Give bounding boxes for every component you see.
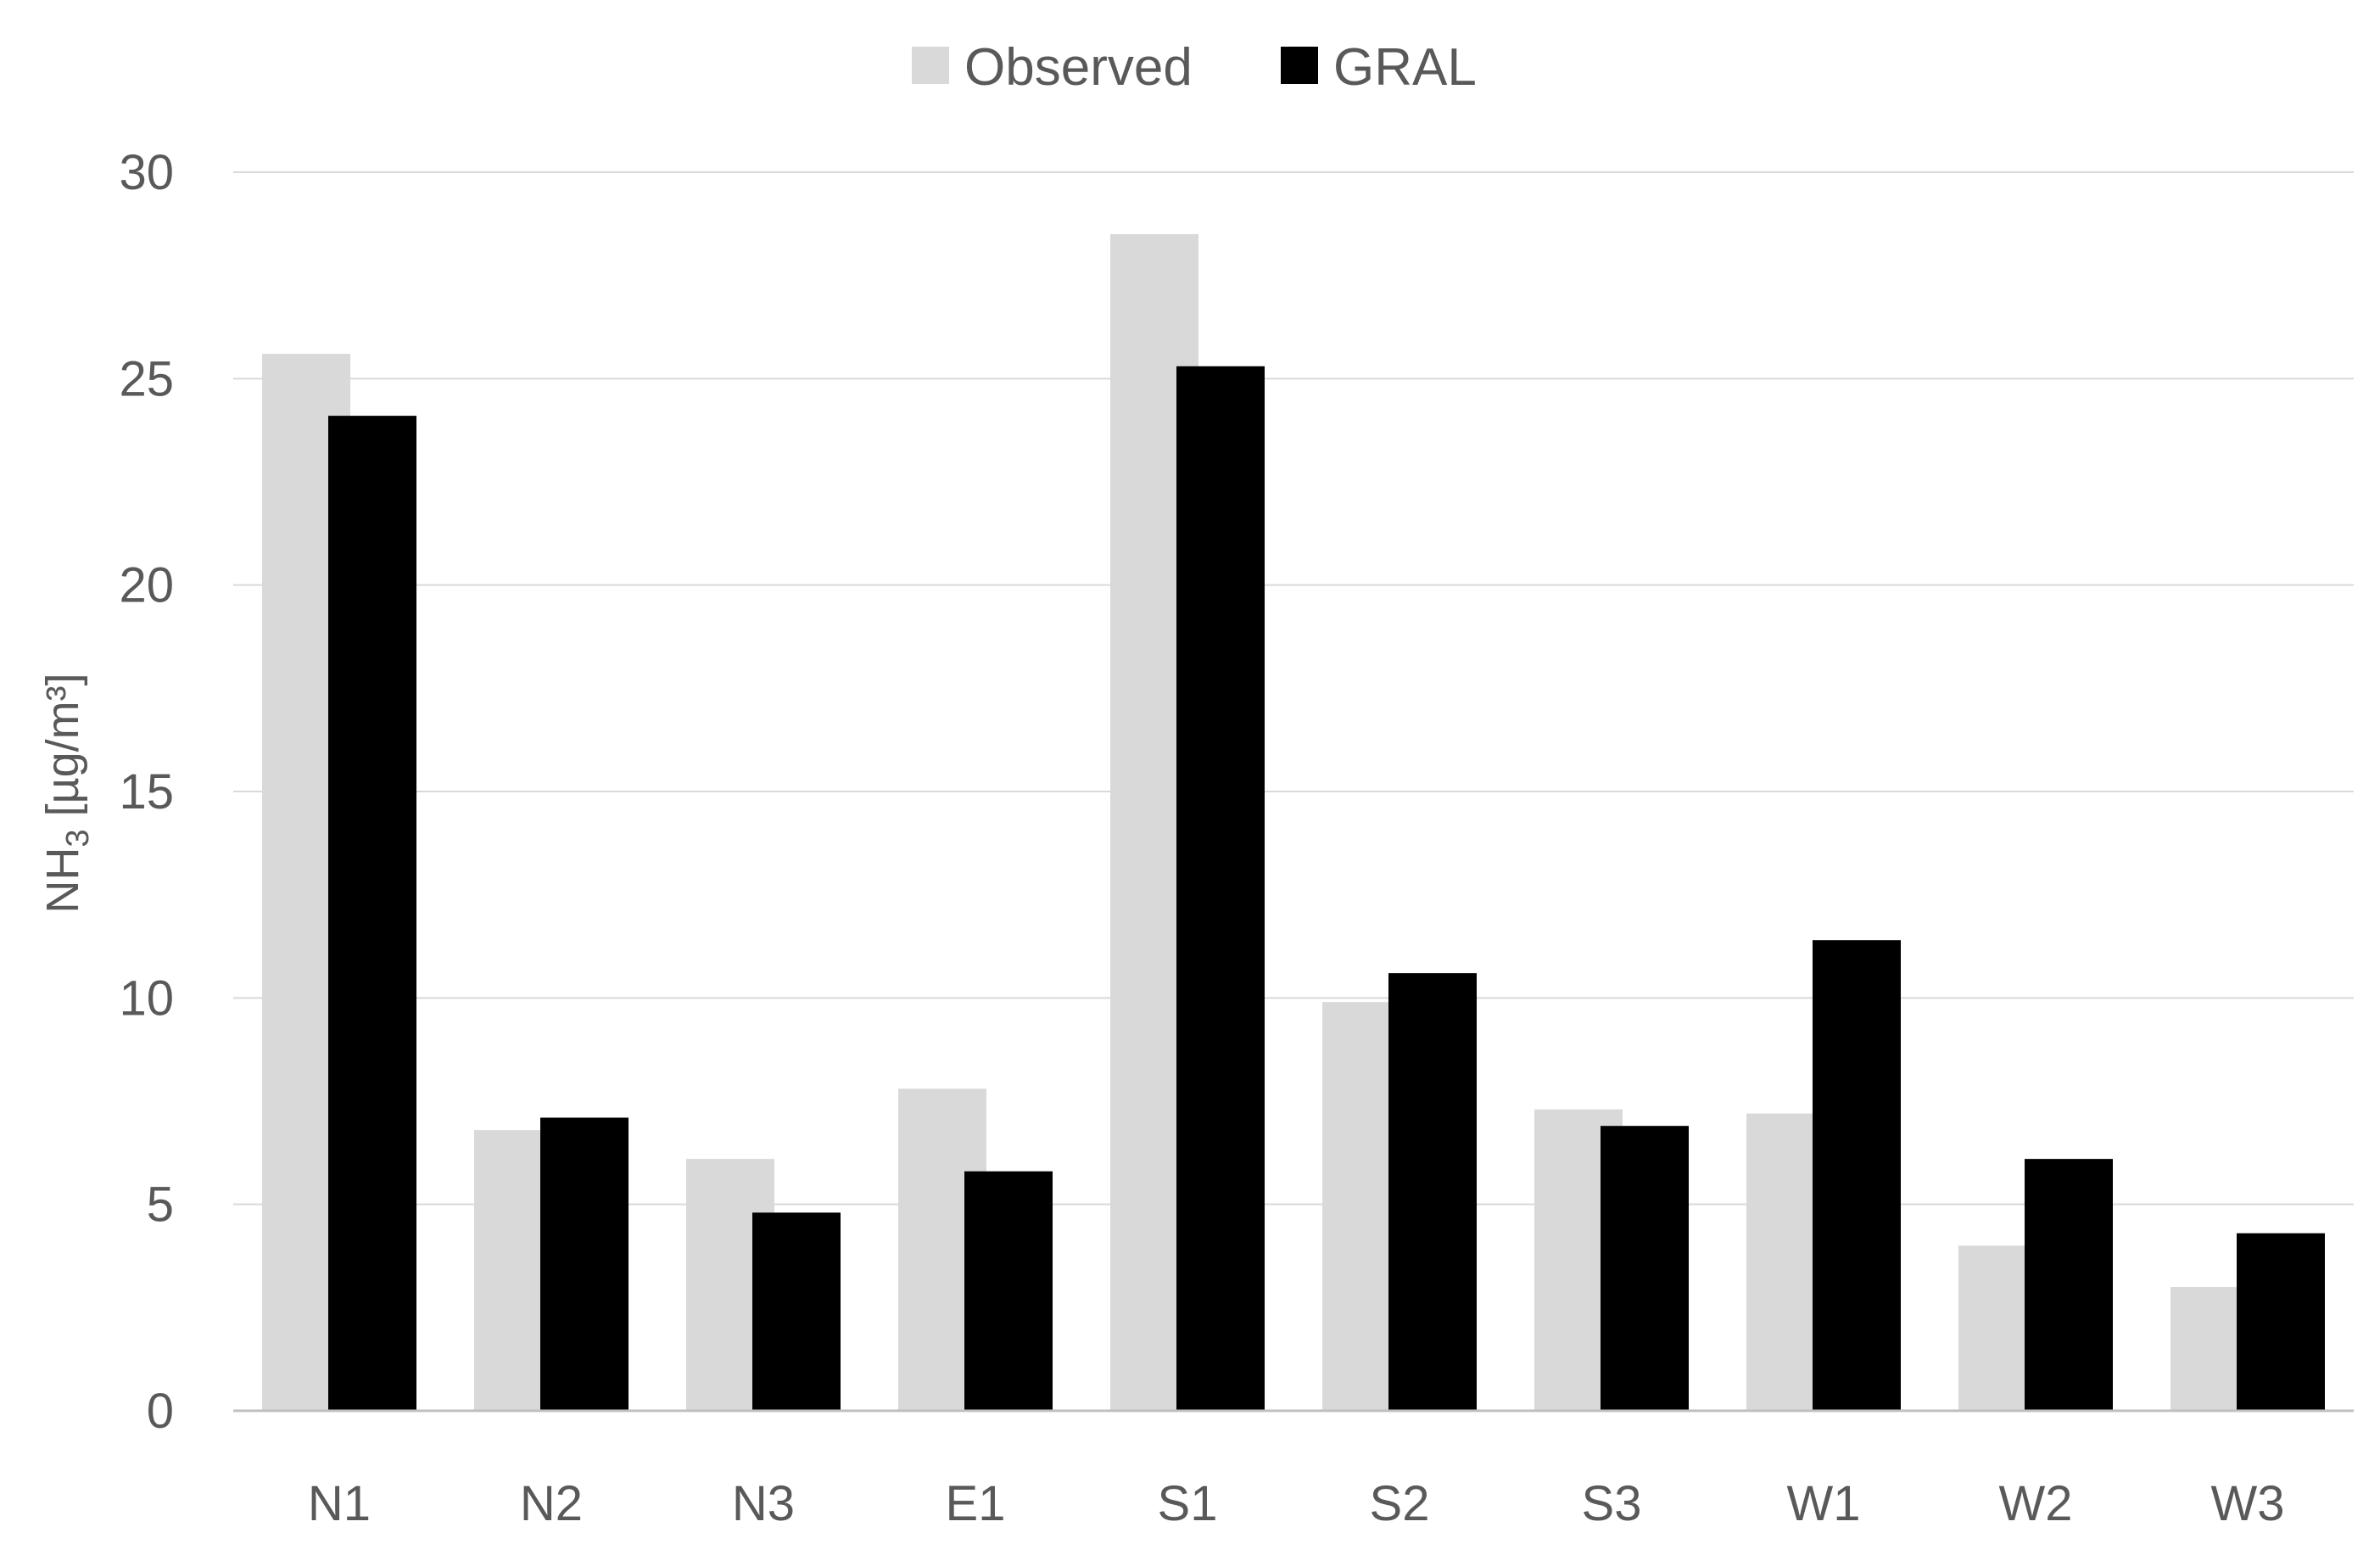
y-axis-ticks: 0 5 10 15 20 25 30: [119, 145, 174, 1439]
bars: [262, 234, 2325, 1412]
x-tick-label-w3: W3: [2211, 1476, 2285, 1531]
bar-gral-s2: [1388, 973, 1477, 1411]
y-tick-label-5: 5: [147, 1177, 174, 1233]
bar-gral-n3: [752, 1212, 841, 1411]
legend: Observed GRAL: [912, 38, 1477, 97]
x-axis-labels: N1 N2 N3 E1 S1 S2 S3 W1 W2 W3: [308, 1476, 2285, 1531]
bar-gral-n1: [328, 416, 416, 1412]
y-tick-label-15: 15: [119, 764, 174, 819]
y-tick-label-25: 25: [119, 351, 174, 406]
legend-label-gral: GRAL: [1333, 38, 1477, 97]
bar-gral-n2: [540, 1117, 629, 1411]
x-tick-label-s3: S3: [1582, 1476, 1642, 1531]
x-tick-label-s1: S1: [1158, 1476, 1218, 1531]
x-tick-label-e1: E1: [946, 1476, 1006, 1531]
y-tick-label-10: 10: [119, 970, 174, 1026]
x-tick-label-w1: W1: [1787, 1476, 1861, 1531]
bar-gral-w3: [2237, 1233, 2325, 1411]
y-tick-label-0: 0: [147, 1384, 174, 1439]
y-axis-label: NH3 [µg/m³]: [37, 673, 96, 913]
legend-swatch-gral: [1281, 47, 1318, 84]
y-tick-label-30: 30: [119, 145, 174, 200]
y-tick-label-20: 20: [119, 558, 174, 613]
legend-label-observed: Observed: [964, 38, 1193, 97]
gridlines: [233, 171, 2354, 1205]
y-axis-label-subscript: 3: [60, 829, 96, 847]
x-tick-label-w2: W2: [1999, 1476, 2073, 1531]
bar-gral-s1: [1176, 366, 1265, 1411]
x-tick-label-s2: S2: [1370, 1476, 1430, 1531]
y-axis-label-main: NH: [37, 847, 88, 914]
bar-gral-e1: [964, 1171, 1053, 1411]
x-tick-label-n1: N1: [308, 1476, 371, 1531]
x-tick-label-n3: N3: [732, 1476, 795, 1531]
y-axis-label-unit: [µg/m³]: [37, 673, 88, 829]
bar-gral-w2: [2025, 1159, 2113, 1411]
x-tick-label-n2: N2: [520, 1476, 583, 1531]
bar-gral-s3: [1601, 1126, 1689, 1411]
legend-swatch-observed: [912, 47, 949, 84]
bar-gral-w1: [1813, 940, 1901, 1411]
